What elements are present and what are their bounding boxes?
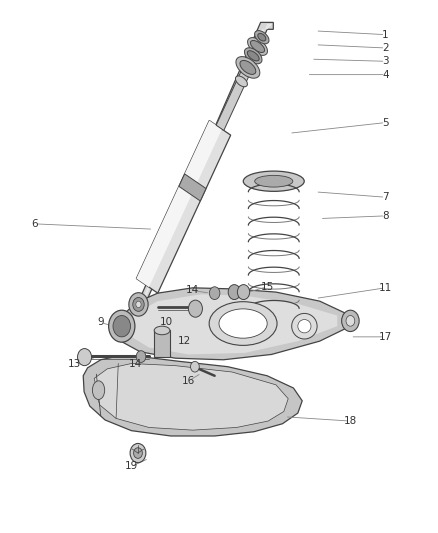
- Circle shape: [191, 361, 199, 372]
- Circle shape: [346, 316, 355, 326]
- Polygon shape: [216, 69, 250, 131]
- Text: 7: 7: [382, 192, 389, 202]
- Text: 19: 19: [125, 462, 138, 471]
- Circle shape: [136, 351, 146, 362]
- Text: 16: 16: [182, 376, 195, 386]
- Text: 14: 14: [129, 359, 142, 368]
- Circle shape: [228, 285, 240, 300]
- Polygon shape: [179, 174, 206, 201]
- Ellipse shape: [258, 34, 266, 41]
- Ellipse shape: [254, 30, 269, 44]
- Circle shape: [109, 310, 135, 342]
- Circle shape: [78, 349, 92, 366]
- Ellipse shape: [92, 381, 105, 400]
- Polygon shape: [124, 24, 272, 336]
- Text: 14: 14: [186, 286, 199, 295]
- Text: 6: 6: [32, 219, 39, 229]
- Ellipse shape: [298, 320, 311, 333]
- Circle shape: [188, 300, 202, 317]
- Text: 3: 3: [382, 56, 389, 66]
- Text: 5: 5: [382, 118, 389, 127]
- Ellipse shape: [154, 326, 170, 335]
- Circle shape: [136, 301, 141, 308]
- Ellipse shape: [236, 76, 247, 87]
- Polygon shape: [117, 288, 350, 360]
- Text: 10: 10: [160, 318, 173, 327]
- Polygon shape: [94, 364, 288, 430]
- Text: 18: 18: [344, 416, 357, 426]
- Circle shape: [209, 287, 220, 300]
- Polygon shape: [154, 330, 170, 357]
- Circle shape: [342, 310, 359, 332]
- Circle shape: [134, 448, 142, 458]
- Text: 8: 8: [382, 211, 389, 221]
- Text: 4: 4: [382, 70, 389, 79]
- Polygon shape: [136, 120, 231, 293]
- Text: 9: 9: [97, 318, 104, 327]
- Ellipse shape: [236, 56, 260, 78]
- Ellipse shape: [243, 171, 304, 191]
- Circle shape: [237, 285, 250, 300]
- Text: 2: 2: [382, 43, 389, 53]
- Ellipse shape: [219, 309, 267, 338]
- Ellipse shape: [247, 51, 259, 61]
- Text: 1: 1: [382, 30, 389, 39]
- Circle shape: [130, 443, 146, 463]
- Ellipse shape: [255, 175, 293, 187]
- Text: 11: 11: [379, 283, 392, 293]
- Polygon shape: [136, 120, 222, 287]
- Circle shape: [129, 293, 148, 316]
- Ellipse shape: [247, 38, 268, 55]
- Ellipse shape: [251, 41, 265, 52]
- Circle shape: [133, 297, 144, 311]
- Text: 12: 12: [177, 336, 191, 346]
- Ellipse shape: [209, 302, 277, 345]
- Text: 17: 17: [379, 332, 392, 342]
- Polygon shape: [83, 356, 302, 436]
- Ellipse shape: [292, 313, 317, 339]
- Ellipse shape: [240, 60, 256, 75]
- Circle shape: [113, 316, 131, 337]
- Text: 13: 13: [68, 359, 81, 368]
- Ellipse shape: [244, 48, 262, 64]
- Text: 15: 15: [261, 282, 274, 292]
- Polygon shape: [128, 294, 337, 354]
- Polygon shape: [118, 22, 273, 340]
